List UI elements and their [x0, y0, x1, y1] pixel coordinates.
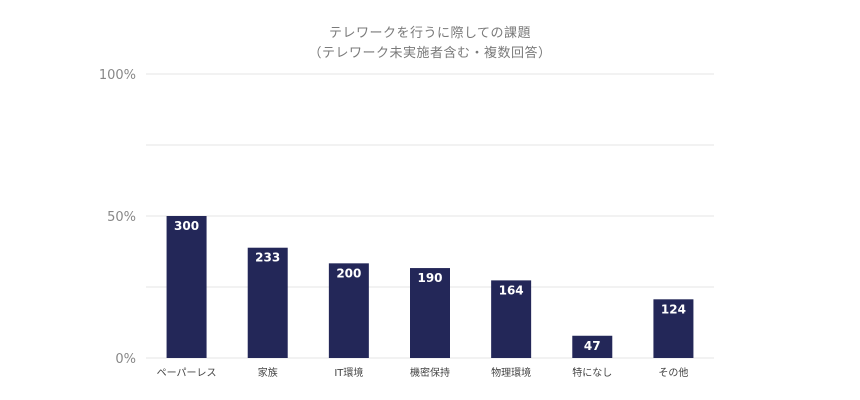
bar [328, 263, 369, 358]
bar-value-label: 300 [174, 219, 199, 233]
y-tick-label: 0% [115, 352, 136, 367]
bar-value-label: 124 [661, 302, 686, 316]
chart-title: テレワークを行うに際しての課題 [328, 26, 532, 41]
bar [247, 247, 288, 358]
y-tick-label: 50% [107, 210, 136, 225]
bar [491, 280, 532, 358]
bar [166, 216, 207, 358]
x-tick-label: IT環境 [334, 366, 363, 379]
bar-value-label: 190 [417, 271, 442, 285]
x-tick-label: 物理環境 [491, 366, 531, 379]
x-tick-label: 家族 [258, 366, 278, 379]
x-tick-label: 機密保持 [410, 366, 450, 379]
bar-value-label: 233 [255, 251, 280, 265]
x-tick-label: ペーパーレス [157, 367, 217, 379]
bar [410, 268, 450, 358]
y-tick-label: 100% [99, 68, 136, 83]
bar-value-label: 200 [336, 266, 361, 280]
x-tick-label: 特になし [572, 367, 612, 379]
bar [572, 335, 613, 358]
bar [653, 299, 694, 358]
chart-subtitle: （テレワーク未実施者含む・複数回答） [308, 46, 552, 61]
bar-value-label: 47 [584, 339, 601, 353]
x-tick-label: その他 [658, 366, 688, 379]
bar-value-label: 164 [499, 283, 524, 297]
